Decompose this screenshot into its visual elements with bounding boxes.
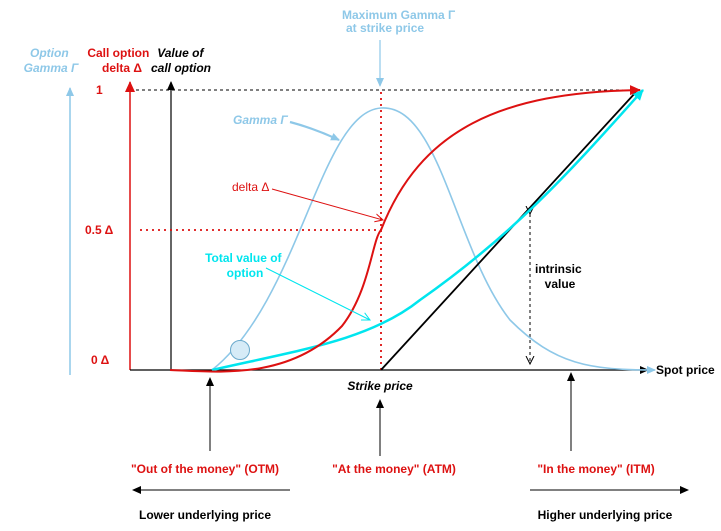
tick-half-delta: 0.5 Δ bbox=[85, 223, 114, 237]
total-value-label: Total value of option bbox=[205, 251, 285, 280]
atm-label: "At the money" (ATM) bbox=[332, 462, 456, 476]
lower-price-label: Lower underlying price bbox=[139, 508, 271, 522]
otm-label: "Out of the money" (OTM) bbox=[131, 462, 279, 476]
delta-curve-label: delta Δ bbox=[232, 180, 269, 194]
total-value-curve bbox=[211, 89, 644, 372]
delta-label-arrow bbox=[271, 188, 383, 220]
itm-label: "In the money" (ITM) bbox=[537, 462, 654, 476]
tick-one: 1 bbox=[96, 83, 103, 97]
spot-price-label: Spot price bbox=[656, 363, 715, 377]
higher-price-label: Higher underlying price bbox=[538, 508, 673, 522]
strike-price-label: Strike price bbox=[347, 379, 413, 393]
delta-curve bbox=[169, 85, 641, 373]
max-gamma-label: Maximum Gamma Γ at strike price bbox=[342, 8, 459, 35]
gamma-axis-title: Option Gamma Γ bbox=[24, 46, 79, 75]
value-axis-title: Value of call option bbox=[151, 46, 211, 75]
intrinsic-value-label: intrinsic value bbox=[535, 262, 585, 291]
marker-circle bbox=[230, 340, 250, 360]
gamma-label-arrow bbox=[289, 120, 340, 141]
tick-zero-delta: 0 Δ bbox=[91, 353, 110, 367]
gamma-curve-label: Gamma Γ bbox=[233, 113, 288, 127]
gamma-curve bbox=[211, 107, 656, 374]
delta-axis-title: Call option delta Δ bbox=[87, 46, 152, 75]
total-value-arrow bbox=[265, 267, 370, 320]
